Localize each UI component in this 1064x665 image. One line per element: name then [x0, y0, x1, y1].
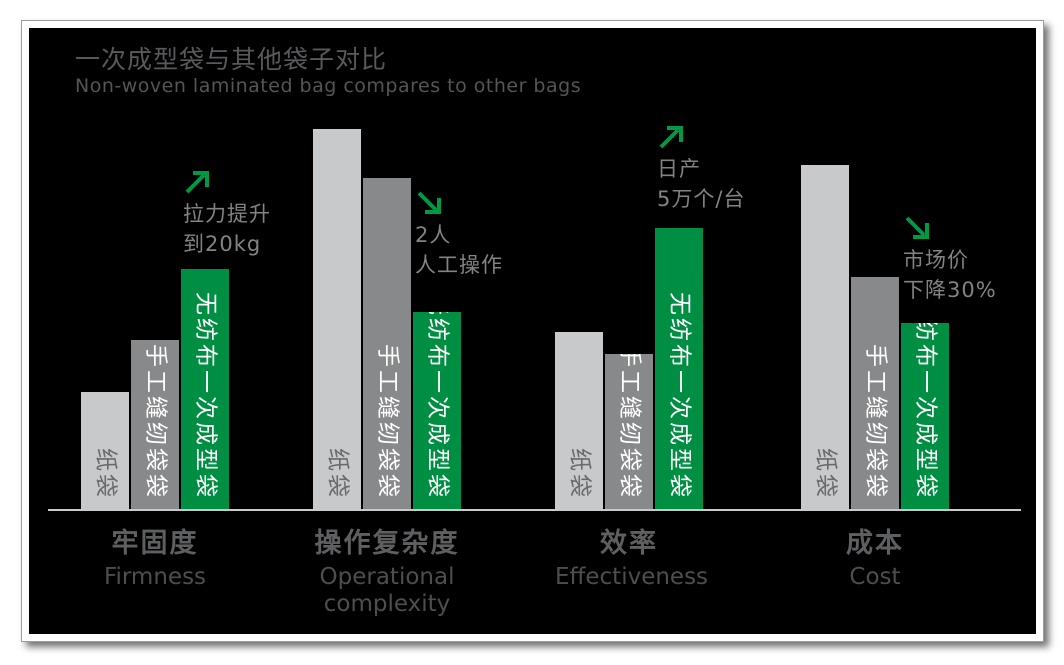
bar-group-operational-complexity: 纸袋 手工缝纫袋袋 无纺布一次成型袋 2人人工操作: [313, 28, 502, 509]
category-label-zh: 效率: [600, 528, 658, 559]
annotation-text: 拉力提升: [183, 202, 271, 226]
annotation-text: 下降30%: [903, 278, 997, 302]
annotation-text: 市场价: [903, 248, 969, 272]
category-label-zh: 成本: [846, 528, 904, 559]
annotation-text: 日产: [657, 157, 701, 181]
annotation-increase-effectiveness: 日产 5万个/台: [657, 124, 807, 214]
annotation-text: 到20kg: [183, 232, 262, 256]
category-label-firmness: 牢固度 Firmness: [81, 528, 229, 591]
trend-down-arrow-icon: [417, 191, 441, 214]
bar-paper-operational-complexity: 纸袋: [313, 129, 361, 509]
slide-frame: 一次成型袋与其他袋子对比 Non-woven laminated bag com…: [21, 20, 1044, 642]
chart-subtitle: Non-woven laminated bag compares to othe…: [75, 75, 582, 97]
bar-handsewn-firmness: 手工缝纫袋袋: [131, 340, 179, 509]
bar-nonwoven-cost: 无纺布一次成型袋: [901, 323, 949, 509]
annotation-decrease-cost: 市场价下降30%: [903, 215, 1036, 305]
bar-series-label: 手工缝纫袋袋: [142, 344, 169, 500]
category-label-zh: 牢固度: [111, 528, 199, 559]
category-label-en: Firmness: [103, 564, 207, 590]
trend-down-arrow-icon: [905, 216, 929, 239]
category-label-operational-complexity: 操作复杂度 Operational complexity: [313, 528, 461, 618]
trend-up-arrow-icon: [185, 171, 209, 194]
bar-series-label: 纸袋: [324, 448, 351, 500]
annotation-increase-firmness: 拉力提升到20kg: [183, 169, 333, 259]
bar-paper-firmness: 纸袋: [81, 392, 129, 509]
annotation-text: 2人: [415, 223, 452, 247]
bar-group-effectiveness: 纸袋 手工缝纫袋袋 无纺布一次成型袋 日产 5万个/台: [555, 28, 744, 509]
x-axis-line: [48, 509, 1021, 511]
category-label-cost: 成本 Cost: [801, 528, 949, 591]
bar-group-firmness: 纸袋 手工缝纫袋袋 无纺布一次成型袋 拉力提升到20kg: [81, 28, 270, 509]
annotation-decrease-operational-complexity: 2人人工操作: [415, 190, 565, 280]
bar-nonwoven-firmness: 无纺布一次成型袋: [181, 269, 229, 509]
bar-handsewn-operational-complexity: 手工缝纫袋袋: [363, 178, 411, 509]
bar-nonwoven-effectiveness: 无纺布一次成型袋: [655, 228, 703, 509]
annotation-text: 5万个/台: [657, 187, 746, 211]
bar-series-label: 纸袋: [566, 448, 593, 500]
bar-nonwoven-operational-complexity: 无纺布一次成型袋: [413, 312, 461, 509]
bar-paper-cost: 纸袋: [801, 165, 849, 509]
bar-series-label: 纸袋: [92, 448, 119, 500]
bar-series-label: 手工缝纫袋袋: [616, 354, 643, 500]
bar-series-label: 手工缝纫袋袋: [862, 344, 889, 500]
plot-area: 纸袋 手工缝纫袋袋 无纺布一次成型袋 拉力提升 到20kg 纸袋 手工缝纫袋袋 无纺布一次成型…: [29, 28, 1036, 509]
bar-series-label: 无纺布一次成型袋: [666, 292, 693, 500]
chart-canvas: 一次成型袋与其他袋子对比 Non-woven laminated bag com…: [29, 28, 1036, 634]
chart-title: 一次成型袋与其他袋子对比: [75, 45, 388, 74]
category-label-effectiveness: 效率 Effectiveness: [555, 528, 709, 591]
bar-series-label: 手工缝纫袋袋: [374, 344, 401, 500]
category-label-en: Effectiveness: [555, 564, 709, 590]
category-label-zh: 操作复杂度: [314, 528, 460, 559]
category-label-en: Operational complexity: [319, 564, 455, 617]
bar-handsewn-effectiveness: 手工缝纫袋袋: [605, 354, 653, 509]
bar-series-label: 无纺布一次成型袋: [912, 323, 939, 500]
bar-handsewn-cost: 手工缝纫袋袋: [851, 277, 899, 509]
bar-series-label: 无纺布一次成型袋: [192, 292, 219, 500]
trend-up-arrow-icon: [659, 126, 683, 149]
annotation-text: 人工操作: [415, 253, 503, 277]
category-label-en: Cost: [849, 564, 901, 590]
bar-group-cost: 纸袋 手工缝纫袋袋 无纺布一次成型袋 市场价下降30%: [801, 28, 996, 509]
bar-series-label: 无纺布一次成型袋: [424, 312, 451, 500]
bar-series-label: 纸袋: [812, 448, 839, 500]
bar-paper-effectiveness: 纸袋: [555, 332, 603, 509]
